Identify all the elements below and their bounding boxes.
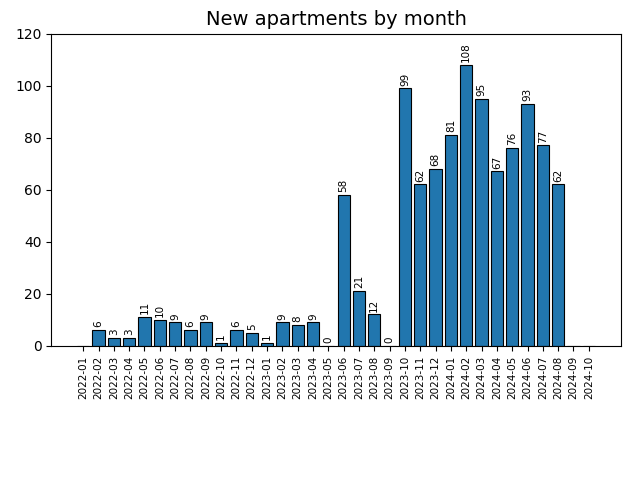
Text: 58: 58 [339,179,349,192]
Bar [246,333,258,346]
Text: 99: 99 [400,72,410,85]
Bar [276,322,289,346]
Bar [476,98,488,346]
Bar [399,88,411,346]
Text: 9: 9 [201,313,211,320]
Bar [491,171,503,346]
Text: 67: 67 [492,156,502,169]
Text: 0: 0 [323,336,333,343]
Bar [337,195,350,346]
Text: 10: 10 [155,304,165,317]
Text: 6: 6 [93,321,104,327]
Text: 108: 108 [461,42,471,62]
Title: New apartments by month: New apartments by month [205,10,467,29]
Bar [522,104,534,346]
Bar [184,330,196,346]
Text: 8: 8 [292,315,303,322]
Text: 21: 21 [354,275,364,288]
Bar [215,343,227,346]
Bar [123,338,135,346]
Bar [307,322,319,346]
Bar [460,65,472,346]
Text: 11: 11 [140,301,150,314]
Text: 95: 95 [477,83,486,96]
Bar [292,325,304,346]
Text: 62: 62 [553,168,563,182]
Text: 1: 1 [262,334,272,340]
Bar [429,169,442,346]
Bar [552,184,564,346]
Text: 76: 76 [507,132,517,145]
Text: 5: 5 [247,324,257,330]
Bar [445,135,457,346]
Bar [368,314,380,346]
Text: 9: 9 [170,313,180,320]
Text: 68: 68 [431,153,440,166]
Text: 3: 3 [109,329,119,335]
Bar [200,322,212,346]
Bar [108,338,120,346]
Text: 12: 12 [369,299,380,312]
Text: 1: 1 [216,334,226,340]
Bar [353,291,365,346]
Bar [169,322,181,346]
Bar [261,343,273,346]
Bar [230,330,243,346]
Bar [154,320,166,346]
Bar [138,317,150,346]
Text: 62: 62 [415,168,425,182]
Text: 3: 3 [124,329,134,335]
Text: 9: 9 [308,313,318,320]
Bar [414,184,426,346]
Bar [506,148,518,346]
Bar [92,330,105,346]
Text: 6: 6 [186,321,195,327]
Text: 9: 9 [277,313,287,320]
Text: 77: 77 [538,130,548,143]
Text: 81: 81 [446,119,456,132]
Text: 6: 6 [232,321,241,327]
Text: 0: 0 [385,336,395,343]
Bar [537,145,549,346]
Text: 93: 93 [522,88,532,101]
